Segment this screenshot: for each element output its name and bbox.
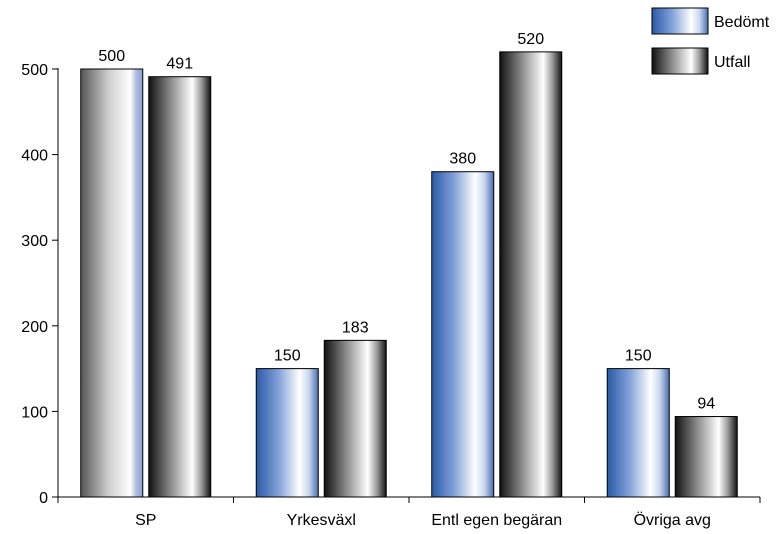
legend-label-utfall: Utfall xyxy=(714,54,750,71)
x-tick-label: Övriga avg xyxy=(634,511,711,529)
x-tick-label: SP xyxy=(135,512,156,529)
data-label-bedömt-0: 500 xyxy=(98,48,125,65)
axes: 0 100 200 300 400 500 SP Yrkesväxl Entl egen beg… xyxy=(21,62,761,529)
bar-bedömt-3 xyxy=(606,368,670,498)
data-label-bedömt-2: 380 xyxy=(449,151,476,168)
x-tick-label: Yrkesväxl xyxy=(287,512,356,529)
legend-swatch-bedömt xyxy=(651,7,709,35)
bar-bedömt-0 xyxy=(80,68,144,498)
data-label-bedömt-3: 150 xyxy=(625,348,652,365)
data-label-utfall-3: 94 xyxy=(697,396,715,413)
y-tick-label: 300 xyxy=(21,233,48,250)
bars xyxy=(80,51,738,498)
bar-bedömt-1 xyxy=(255,368,319,498)
data-label-bedömt-1: 150 xyxy=(274,348,301,365)
bar-utfall-2 xyxy=(499,51,563,498)
data-labels: 500 491 150 183 380 520 150 94 xyxy=(98,31,715,413)
bar-utfall-1 xyxy=(323,339,387,498)
legend-swatch-utfall xyxy=(651,47,709,75)
x-tick-label: Entl egen begäran xyxy=(431,512,562,529)
data-label-utfall-1: 183 xyxy=(342,319,369,336)
legend-label-bedömt: Bedömt xyxy=(714,14,770,31)
y-tick-label: 500 xyxy=(21,62,48,79)
y-tick-label: 200 xyxy=(21,319,48,336)
data-label-utfall-0: 491 xyxy=(166,56,193,73)
legend: Bedömt Utfall xyxy=(651,7,770,75)
bar-utfall-0 xyxy=(148,76,212,498)
y-tick-label: 100 xyxy=(21,404,48,421)
data-label-utfall-2: 520 xyxy=(517,31,544,48)
bar-bedömt-2 xyxy=(431,171,495,498)
y-tick-label: 400 xyxy=(21,148,48,165)
bar-utfall-3 xyxy=(674,416,738,498)
y-tick-label: 0 xyxy=(39,490,48,507)
